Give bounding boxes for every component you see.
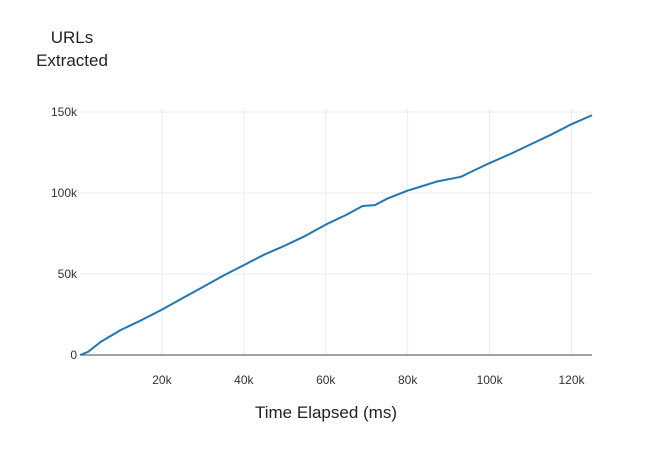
y-tick-label: 100k — [51, 186, 78, 200]
y-axis-title-line-1: URLs — [51, 28, 94, 47]
x-tick-label: 20k — [152, 373, 172, 387]
x-axis-title: Time Elapsed (ms) — [255, 403, 397, 422]
x-tick-label: 100k — [477, 373, 504, 387]
y-tick-label: 150k — [51, 105, 78, 119]
series-line-0 — [79, 114, 593, 356]
y-axis-title-line-2: Extracted — [36, 51, 108, 70]
axes: 20k 40k 60k 80k 100k 120k 0 50k 100k 150k — [51, 105, 592, 387]
series-layer — [79, 114, 593, 356]
x-tick-label: 80k — [398, 373, 418, 387]
y-tick-label: 50k — [58, 267, 78, 281]
gridlines — [80, 108, 592, 355]
y-tick-label: 0 — [70, 348, 77, 362]
x-tick-label: 120k — [559, 373, 586, 387]
x-tick-label: 40k — [234, 373, 254, 387]
x-tick-label: 60k — [316, 373, 336, 387]
